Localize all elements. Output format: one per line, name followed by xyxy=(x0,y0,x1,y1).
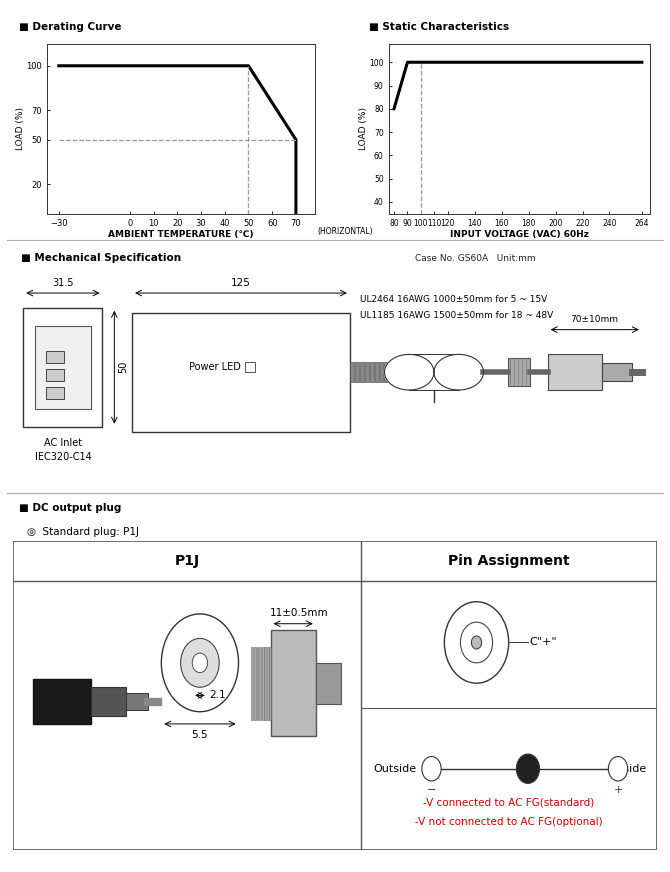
Text: UL2464 16AWG 1000±50mm for 5 ~ 15V: UL2464 16AWG 1000±50mm for 5 ~ 15V xyxy=(360,296,547,304)
Text: Inside: Inside xyxy=(614,764,647,773)
Text: ■ DC output plug: ■ DC output plug xyxy=(19,503,121,514)
Circle shape xyxy=(181,638,219,687)
Circle shape xyxy=(192,653,208,672)
Text: -V not connected to AC FG(optional): -V not connected to AC FG(optional) xyxy=(415,817,602,827)
Text: ■ Mechanical Specification: ■ Mechanical Specification xyxy=(21,253,181,263)
Text: 5.5: 5.5 xyxy=(192,730,208,739)
Bar xyxy=(602,364,632,381)
Circle shape xyxy=(161,614,239,712)
Bar xyxy=(126,693,149,710)
Bar xyxy=(264,646,266,720)
Bar xyxy=(316,663,342,704)
X-axis label: AMBIENT TEMPERATURE (℃): AMBIENT TEMPERATURE (℃) xyxy=(108,230,254,239)
Bar xyxy=(267,646,269,720)
Bar xyxy=(254,646,256,720)
Bar xyxy=(375,362,379,382)
Circle shape xyxy=(472,636,482,649)
Circle shape xyxy=(444,602,509,683)
Bar xyxy=(259,646,261,720)
Bar xyxy=(379,362,383,382)
Text: Case No. GS60A   Unit:mm: Case No. GS60A Unit:mm xyxy=(415,255,536,263)
Text: −: − xyxy=(427,785,436,795)
Text: P1J: P1J xyxy=(174,554,200,568)
Text: 70±10mm: 70±10mm xyxy=(570,315,618,324)
Text: -V connected to AC FG(standard): -V connected to AC FG(standard) xyxy=(423,798,594,808)
Bar xyxy=(245,362,255,372)
Bar xyxy=(257,646,259,720)
Bar xyxy=(35,325,90,409)
Text: UL1185 16AWG 1500±50mm for 18 ~ 48V: UL1185 16AWG 1500±50mm for 18 ~ 48V xyxy=(360,311,553,320)
Text: +: + xyxy=(613,785,622,795)
Circle shape xyxy=(422,757,441,781)
Bar xyxy=(508,358,530,386)
Circle shape xyxy=(460,622,492,663)
Text: Power LED: Power LED xyxy=(189,362,241,372)
Text: 31.5: 31.5 xyxy=(52,278,74,288)
Bar xyxy=(132,313,350,432)
Circle shape xyxy=(517,754,539,783)
Bar xyxy=(251,646,253,720)
Bar xyxy=(350,362,354,382)
Bar xyxy=(271,630,316,736)
Text: IEC320-C14: IEC320-C14 xyxy=(34,453,91,462)
X-axis label: INPUT VOLTAGE (VAC) 60Hz: INPUT VOLTAGE (VAC) 60Hz xyxy=(450,230,589,239)
Bar xyxy=(33,679,90,724)
Y-axis label: LOAD (%): LOAD (%) xyxy=(16,107,25,150)
Bar xyxy=(355,362,358,382)
Bar xyxy=(548,354,602,390)
Text: 50: 50 xyxy=(119,361,128,373)
Text: 2.1: 2.1 xyxy=(209,691,226,700)
Bar xyxy=(46,387,64,399)
Bar xyxy=(385,362,389,382)
Text: Pin Assignment: Pin Assignment xyxy=(448,554,570,568)
Text: ■ Static Characteristics: ■ Static Characteristics xyxy=(369,22,509,32)
Text: ■ Derating Curve: ■ Derating Curve xyxy=(19,22,122,32)
Bar xyxy=(90,687,126,716)
Text: ◎  Standard plug: P1J: ◎ Standard plug: P1J xyxy=(27,527,139,537)
Polygon shape xyxy=(385,354,434,390)
Bar xyxy=(269,646,271,720)
Circle shape xyxy=(608,757,628,781)
Bar xyxy=(360,362,364,382)
Text: 125: 125 xyxy=(231,278,251,288)
Text: AC Inlet: AC Inlet xyxy=(44,439,82,448)
Bar xyxy=(262,646,263,720)
Bar xyxy=(364,362,368,382)
Bar xyxy=(46,369,64,381)
Y-axis label: LOAD (%): LOAD (%) xyxy=(359,107,368,150)
Bar xyxy=(23,308,103,426)
Text: C"+": C"+" xyxy=(529,637,557,648)
Bar xyxy=(46,351,64,364)
Polygon shape xyxy=(434,354,484,390)
Text: 11±0.5mm: 11±0.5mm xyxy=(270,608,329,618)
Text: Outside: Outside xyxy=(374,764,417,773)
Text: (HORIZONTAL): (HORIZONTAL) xyxy=(318,228,373,236)
Bar xyxy=(370,362,374,382)
